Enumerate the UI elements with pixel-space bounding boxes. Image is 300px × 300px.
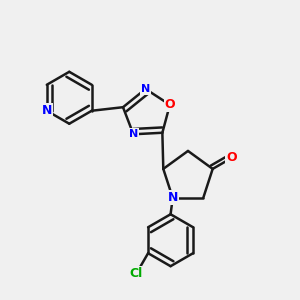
Text: O: O bbox=[164, 98, 175, 111]
Text: N: N bbox=[129, 129, 138, 139]
Text: O: O bbox=[226, 152, 237, 164]
Text: Cl: Cl bbox=[130, 267, 143, 280]
Text: N: N bbox=[141, 84, 150, 94]
Text: N: N bbox=[42, 104, 52, 117]
Text: N: N bbox=[167, 191, 178, 204]
